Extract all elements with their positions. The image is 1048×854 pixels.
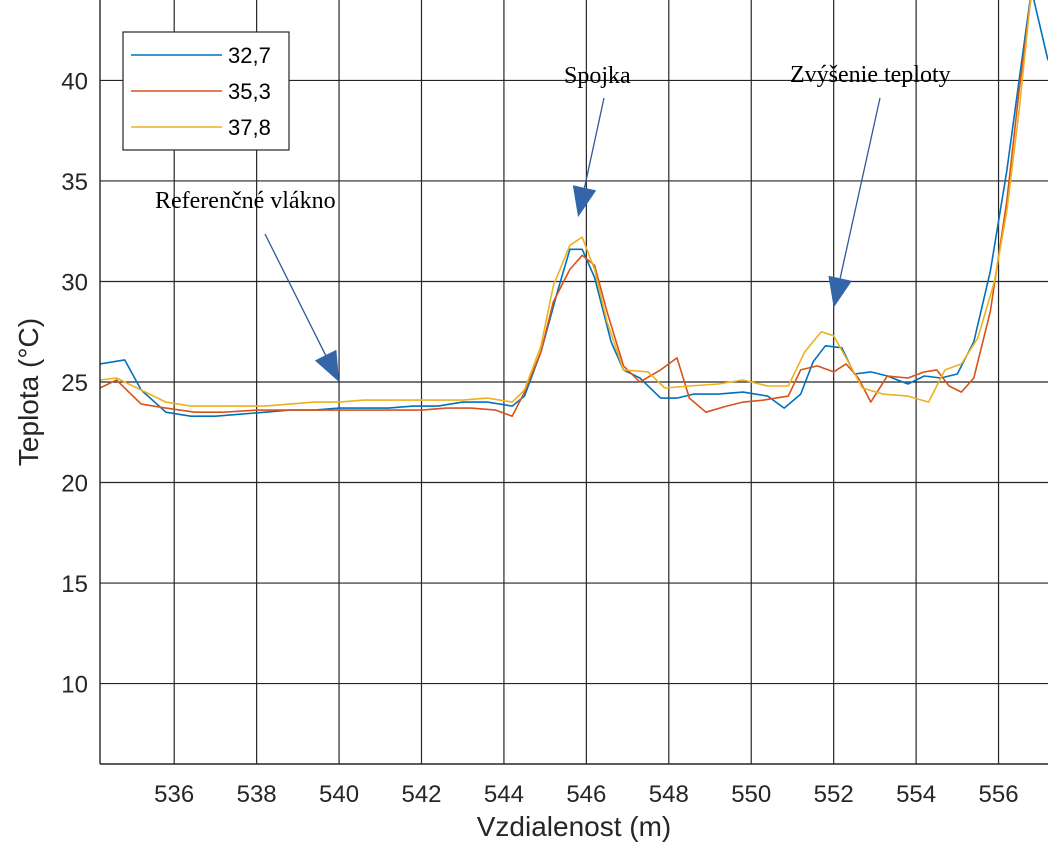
x-tick-label: 554	[896, 781, 936, 808]
x-tick-label: 556	[979, 781, 1019, 808]
x-tick-label: 536	[154, 781, 194, 808]
annotation-arrow-shaft	[839, 97, 881, 279]
annotation-arrow-shaft	[583, 97, 605, 188]
y-tick-label: 20	[61, 471, 88, 498]
annotation-arrow-head	[314, 349, 340, 382]
annotation-arrow-head	[828, 275, 852, 308]
y-tick-label: 25	[61, 370, 88, 397]
annotation-arrow-shaft	[264, 233, 327, 356]
series-lines	[99, 0, 1048, 417]
annotation-label: Spojka	[564, 63, 631, 89]
annotation-label: Referenčné vlákno	[155, 188, 336, 214]
axes	[99, 0, 1048, 765]
x-tick-label: 540	[319, 781, 359, 808]
series-line-3	[99, 0, 1032, 407]
y-axis-label: Teplota (°C)	[13, 318, 44, 466]
x-tick-label: 552	[814, 781, 854, 808]
annotation-arrow-head	[572, 185, 597, 218]
series-line-2	[99, 0, 1032, 417]
y-tick-label: 15	[61, 571, 88, 598]
y-tick-label: 35	[61, 169, 88, 196]
legend: 32,7 35,3 37,8	[122, 31, 290, 151]
annotation-label: Zvýšenie teploty	[790, 62, 951, 88]
y-tick-label: 40	[61, 68, 88, 95]
x-tick-label: 544	[484, 781, 524, 808]
x-tick-labels: 536 538 540 542 544 546 548 550 552 554 556	[154, 781, 1018, 808]
y-tick-label: 10	[61, 672, 88, 699]
x-tick-label: 542	[401, 781, 441, 808]
y-tick-labels: 10 15 20 25 30 35 40	[61, 68, 88, 698]
x-axis-label: Vzdialenost (m)	[477, 811, 672, 842]
legend-label: 32,7	[228, 43, 271, 68]
x-tick-label: 538	[237, 781, 277, 808]
annotations: Referenčné vlákno Spojka Zvýšenie teploty	[155, 62, 951, 382]
y-tick-label: 30	[61, 269, 88, 296]
legend-label: 35,3	[228, 79, 271, 104]
x-tick-label: 546	[566, 781, 606, 808]
x-tick-label: 548	[649, 781, 689, 808]
legend-label: 37,8	[228, 115, 271, 140]
x-tick-label: 550	[731, 781, 771, 808]
grid-lines	[100, 0, 1048, 764]
